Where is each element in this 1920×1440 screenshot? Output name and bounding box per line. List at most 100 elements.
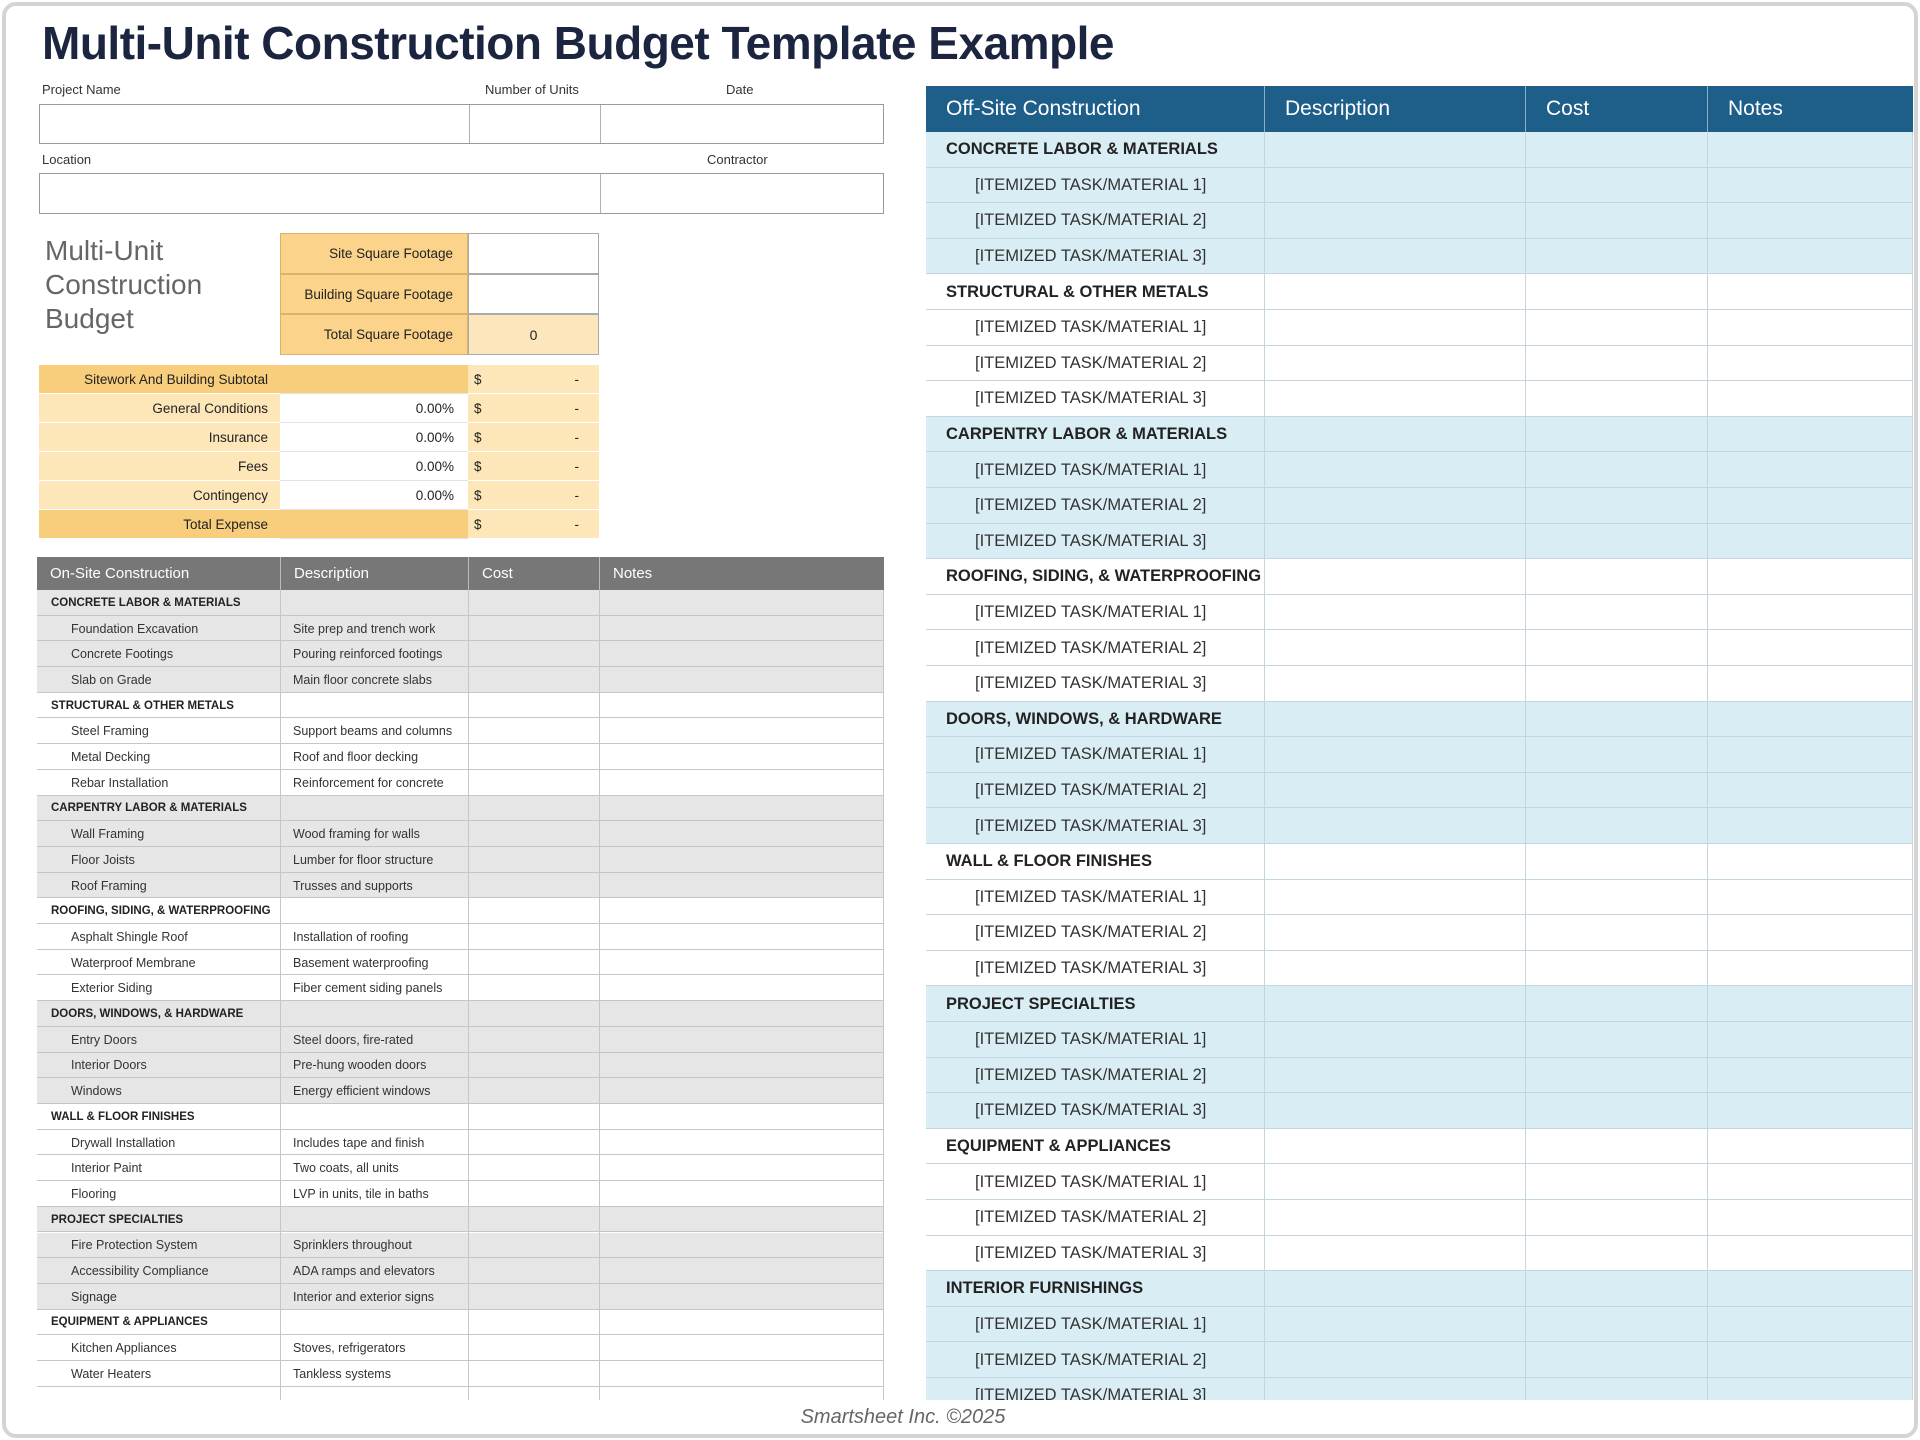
section-name: CARPENTRY LABOR & MATERIALS [51,802,247,815]
item-task: [ITEMIZED TASK/MATERIAL 2] [975,1350,1207,1369]
input-box [39,173,884,214]
item-description: Basement waterproofing [293,955,429,970]
item-description: Pouring reinforced footings [293,647,443,662]
item-description: Pre-hung wooden doors [293,1058,427,1073]
table-header: Off-Site Construction Description Cost Note… [926,86,1913,132]
table-row: Concrete Footings Pouring reinforced foot… [37,641,884,668]
currency: $ [474,372,482,387]
table-row: DOORS, WINDOWS, & HARDWARE [926,701,1913,738]
column-line [1525,132,1526,1400]
item-task: Entry Doors [71,1032,137,1047]
item-description: Two coats, all units [293,1161,399,1176]
section-name: CARPENTRY LABOR & MATERIALS [946,425,1228,444]
item-task: [ITEMIZED TASK/MATERIAL 1] [975,1172,1207,1191]
item-task: Wall Framing [71,827,145,842]
budget-percent [280,365,468,394]
item-task: Signage [71,1289,117,1304]
table-row: Waterproof Membrane Basement waterproofin… [37,949,884,976]
item-task: [ITEMIZED TASK/MATERIAL 3] [975,1243,1207,1262]
section-name: PROJECT SPECIALTIES [51,1213,184,1226]
table-row: STRUCTURAL & OTHER METALS [37,692,884,719]
item-description: Trusses and supports [293,878,413,893]
section-name: STRUCTURAL & OTHER METALS [946,282,1209,301]
table-row: [ITEMIZED TASK/MATERIAL 1] [926,594,1913,631]
section-name: ROOFING, SIDING, & WATERPROOFING [946,567,1262,586]
table-row: Kitchen Appliances Stoves, refrigerators [37,1335,884,1361]
table-row: [ITEMIZED TASK/MATERIAL 2] [926,630,1913,666]
table-row: [ITEMIZED TASK/MATERIAL 3] [926,666,1913,702]
item-task: [ITEMIZED TASK/MATERIAL 1] [975,318,1207,337]
item-task: [ITEMIZED TASK/MATERIAL 1] [975,460,1207,479]
table-row: [ITEMIZED TASK/MATERIAL 1] [926,879,1913,916]
section-name: PROJECT SPECIALTIES [946,994,1136,1013]
table-row: Signage Interior and exterior signs [37,1283,884,1310]
item-task: Asphalt Shingle Roof [71,929,188,944]
field-label: Location [42,152,92,167]
currency: $ [474,459,482,474]
item-task: [ITEMIZED TASK/MATERIAL 2] [975,353,1207,372]
column-header: Description [280,557,468,590]
field-label: Contractor [707,152,768,167]
table-row: [ITEMIZED TASK/MATERIAL 1] [926,310,1913,346]
table-row: [ITEMIZED TASK/MATERIAL 2] [926,203,1913,239]
item-description: Stoves, refrigerators [293,1341,406,1356]
footer: Smartsheet Inc. ©2025 [800,1406,1006,1428]
table-row: [ITEMIZED TASK/MATERIAL 3] [926,1093,1913,1129]
item-task: Fire Protection System [71,1238,198,1253]
column-line [1264,132,1265,1400]
footage-value [468,273,599,315]
item-task: [ITEMIZED TASK/MATERIAL 2] [975,638,1207,657]
footage-label: Site Square Footage [280,233,468,274]
column-line [599,590,600,1400]
table-row: Floor Joists Lumber for floor structure [37,847,884,873]
item-task: [ITEMIZED TASK/MATERIAL 2] [975,1208,1207,1227]
budget-amount-cell: $ - [468,365,599,394]
item-task: Drywall Installation [71,1135,176,1150]
table-row: [ITEMIZED TASK/MATERIAL 3] [926,238,1913,275]
table-row: WALL & FLOOR FINISHES [926,844,1913,880]
budget-amount-cell: $ - [468,481,599,510]
divider [469,105,470,143]
item-task: [ITEMIZED TASK/MATERIAL 3] [975,247,1207,266]
table-body: CONCRETE LABOR & MATERIALS Foundation Exc… [37,590,884,1400]
section-name: CONCRETE LABOR & MATERIALS [946,140,1218,159]
column-header: Description [1264,86,1525,132]
table-row: Exterior Siding Fiber cement siding panel… [37,975,884,1002]
table-row: Rebar Installation Reinforcement for conc… [37,769,884,796]
amount: - [574,401,580,416]
item-description: Site prep and trench work [293,621,436,636]
item-task: [ITEMIZED TASK/MATERIAL 2] [975,211,1207,230]
budget-label: Total Expense [39,510,280,539]
table-row: DOORS, WINDOWS, & HARDWARE [37,1001,884,1027]
table-row: Slab on Grade Main floor concrete slabs [37,667,884,693]
table-row: PROJECT SPECIALTIES [37,1206,884,1233]
budget-label: Contingency [39,481,280,510]
table-row: EQUIPMENT & APPLIANCES [926,1128,1913,1165]
section-name: CONCRETE LABOR & MATERIALS [51,596,241,609]
item-description: Sprinklers throughout [293,1238,412,1253]
item-task: [ITEMIZED TASK/MATERIAL 3] [975,389,1207,408]
budget-percent: 0.00% [280,394,468,423]
table-row: Steel Framing Support beams and columns [37,718,884,745]
field-label: Project Name [42,82,121,97]
table-header: On-Site Construction Description Cost Notes [37,557,884,590]
table-row: [ITEMIZED TASK/MATERIAL 3] [926,381,1913,417]
table-row: [ITEMIZED TASK/MATERIAL 2] [926,1342,1913,1378]
item-description: Interior and exterior signs [293,1289,435,1304]
budget-label: Sitework And Building Subtotal [39,365,280,394]
footage-label: Total Square Footage [280,314,468,356]
item-task: [ITEMIZED TASK/MATERIAL 3] [975,816,1207,835]
item-task: Metal Decking [71,750,151,765]
table-row: Interior Paint Two coats, all units [37,1155,884,1182]
table-row: [ITEMIZED TASK/MATERIAL 1] [926,1022,1913,1058]
item-task: Windows [71,1084,122,1099]
item-task: [ITEMIZED TASK/MATERIAL 3] [975,1386,1207,1400]
column-header: Off-Site Construction [946,97,1141,120]
table-row: [ITEMIZED TASK/MATERIAL 2] [926,345,1913,382]
item-description: Fiber cement siding panels [293,981,443,996]
column-line [883,590,884,1400]
table-row: [ITEMIZED TASK/MATERIAL 3] [926,808,1913,844]
item-task: [ITEMIZED TASK/MATERIAL 1] [975,1030,1207,1049]
table-row: Accessibility Compliance ADA ramps and el… [37,1258,884,1284]
table-row: Asphalt Shingle Roof Installation of roof… [37,924,884,950]
